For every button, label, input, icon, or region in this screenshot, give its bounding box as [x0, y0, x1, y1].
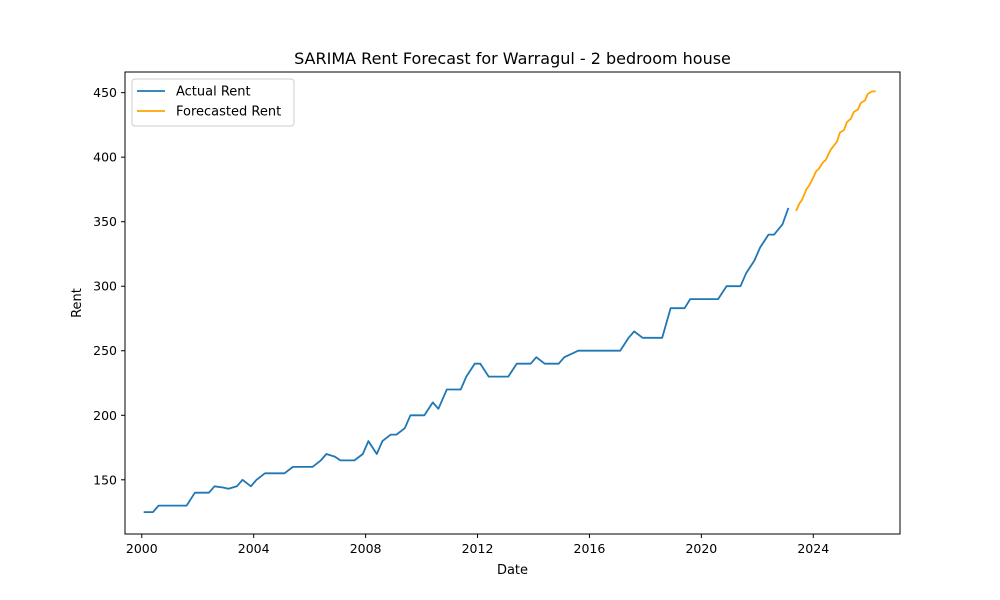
legend: Actual Rent Forecasted Rent [131, 78, 295, 127]
forecasted-rent-line [795, 90, 876, 212]
chart-title: SARIMA Rent Forecast for Warragul - 2 be… [294, 49, 731, 68]
y-tick-label: 200 [93, 408, 117, 423]
y-tick-label: 350 [93, 214, 117, 229]
y-axis: 150 200 250 300 350 400 450 [93, 85, 125, 487]
x-tick-label: 2012 [462, 541, 494, 556]
plot-frame [124, 71, 901, 535]
x-axis: 2000 2004 2008 2012 2016 2020 2024 [126, 534, 829, 556]
series-layer [143, 90, 876, 513]
x-tick-label: 2016 [574, 541, 606, 556]
x-tick-label: 2000 [126, 541, 158, 556]
x-tick-label: 2008 [350, 541, 382, 556]
legend-label: Actual Rent [176, 85, 251, 100]
x-tick-label: 2020 [685, 541, 717, 556]
y-axis-label: Rent [70, 288, 85, 318]
y-tick-label: 250 [93, 343, 117, 358]
y-tick-label: 450 [93, 85, 117, 100]
legend-label: Forecasted Rent [176, 105, 281, 120]
x-tick-label: 2004 [238, 541, 270, 556]
y-tick-label: 150 [93, 472, 117, 487]
y-tick-label: 300 [93, 279, 117, 294]
legend-box [131, 78, 295, 127]
y-tick-label: 400 [93, 150, 117, 165]
x-tick-label: 2024 [797, 541, 829, 556]
x-axis-label: Date [497, 563, 528, 578]
actual-rent-line [143, 207, 790, 513]
